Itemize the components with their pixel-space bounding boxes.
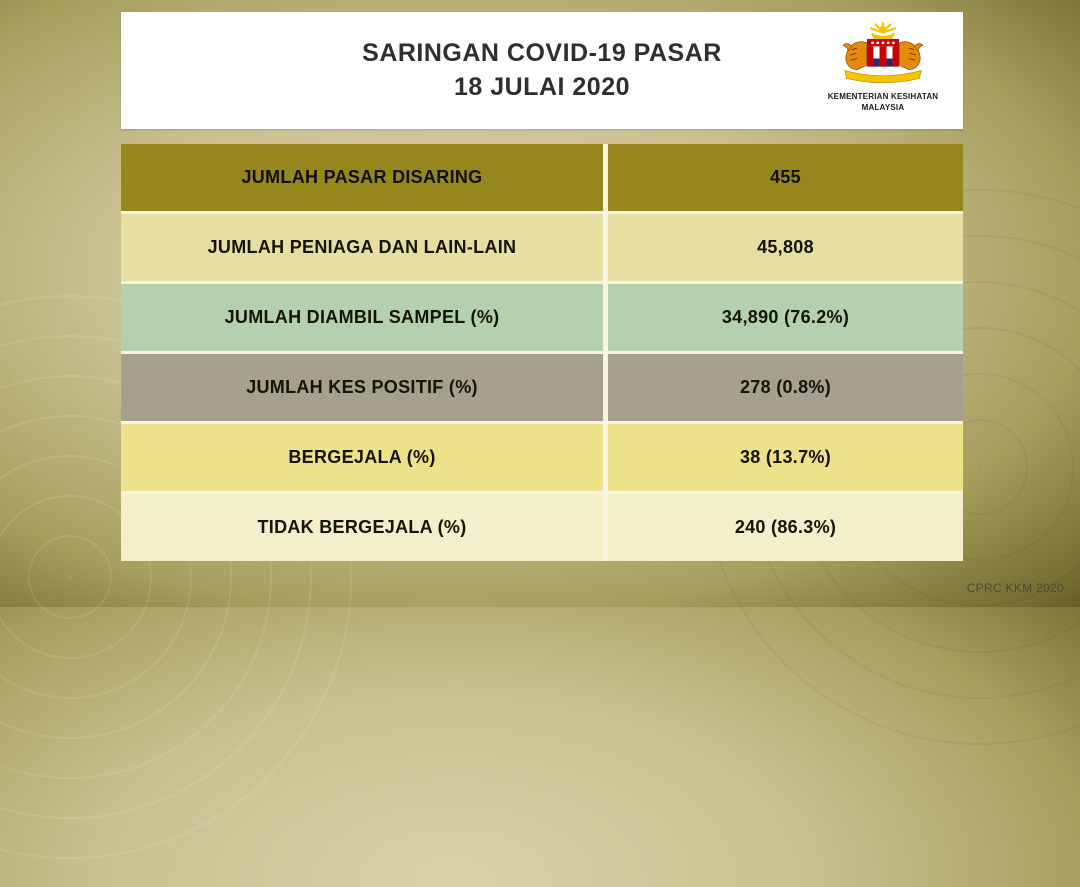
- table-row: JUMLAH DIAMBIL SAMPEL (%) 34,890 (76.2%): [121, 284, 963, 351]
- row-label: BERGEJALA (%): [121, 424, 608, 491]
- row-label: JUMLAH PENIAGA DAN LAIN-LAIN: [121, 214, 608, 281]
- title-line-1: SARINGAN COVID-19 PASAR: [362, 38, 722, 67]
- table-row: BERGEJALA (%) 38 (13.7%): [121, 424, 963, 491]
- ministry-name-line-2: MALAYSIA: [861, 102, 905, 112]
- coat-of-arms-logo: KEMENTERIAN KESIHATAN MALAYSIA: [817, 18, 949, 114]
- stats-table: JUMLAH PASAR DISARING 455 JUMLAH PENIAGA…: [121, 144, 963, 561]
- row-label: JUMLAH KES POSITIF (%): [121, 354, 608, 421]
- row-value: 38 (13.7%): [739, 447, 832, 467]
- ministry-name-line-1: KEMENTERIAN KESIHATAN: [827, 92, 939, 101]
- row-value: 34,890 (76.2%): [721, 307, 850, 327]
- row-label: JUMLAH DIAMBIL SAMPEL (%): [121, 284, 608, 351]
- row-label: JUMLAH PASAR DISARING: [121, 144, 608, 211]
- table-row: JUMLAH KES POSITIF (%) 278 (0.8%): [121, 354, 963, 421]
- footer-credit: CPRC KKM 2020: [966, 581, 1064, 595]
- table-row: JUMLAH PENIAGA DAN LAIN-LAIN 45,808: [121, 214, 963, 281]
- coat-of-arms-icon: [842, 22, 924, 84]
- row-value: 45,808: [757, 237, 814, 257]
- table-row: TIDAK BERGEJALA (%) 240 (86.3%): [121, 494, 963, 561]
- title-line-2: 18 JULAI 2020: [453, 72, 631, 101]
- header-card: SARINGAN COVID-19 PASAR 18 JULAI 2020: [121, 12, 963, 129]
- page-title: SARINGAN COVID-19 PASAR 18 JULAI 2020: [362, 37, 722, 105]
- row-value: 278 (0.8%): [739, 377, 832, 397]
- row-label: TIDAK BERGEJALA (%): [121, 494, 608, 561]
- row-value: 240 (86.3%): [734, 517, 837, 537]
- row-value: 455: [770, 167, 801, 187]
- table-row: JUMLAH PASAR DISARING 455: [121, 144, 963, 211]
- ministry-name: KEMENTERIAN KESIHATAN MALAYSIA: [817, 92, 949, 114]
